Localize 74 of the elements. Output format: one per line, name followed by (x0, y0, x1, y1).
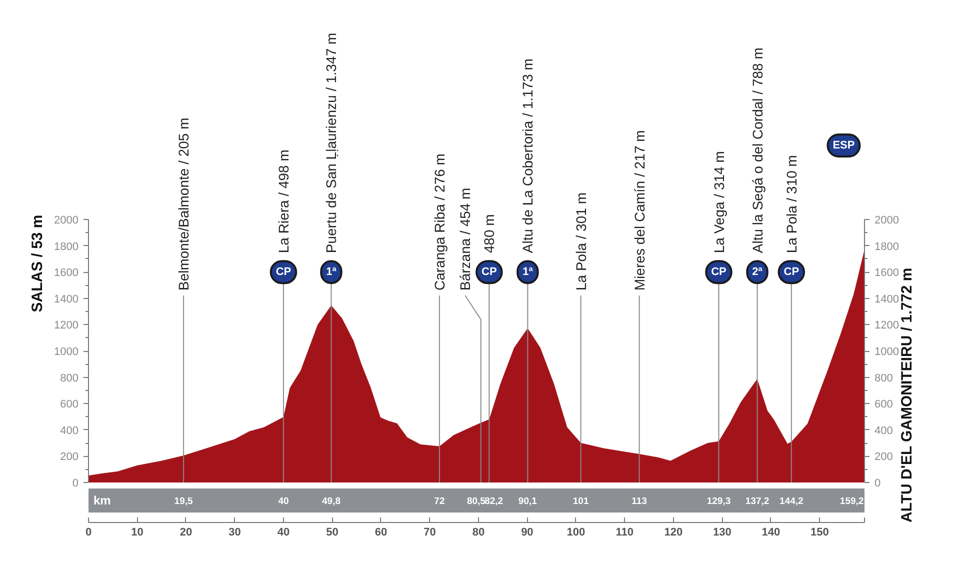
y-tick-label: 1200 (54, 320, 79, 332)
y2-tick-label: 200 (874, 451, 893, 464)
y-tick-label: 1800 (54, 240, 79, 253)
x2-tick-label: 101 (572, 496, 590, 507)
x2-tick-label: 72 (434, 496, 445, 507)
y-tick-label: 800 (60, 372, 79, 384)
x2-tick-label: 129,3 (706, 496, 731, 507)
x-tick-label: 70 (424, 526, 436, 538)
ref-line-label: Mieres del Camín / 217 m (631, 130, 648, 290)
y-tick-label: 2000 (54, 214, 79, 226)
ref-line-label: La Riera / 498 m (275, 150, 292, 254)
x2-tick-label: 159,2 (840, 496, 864, 507)
y2-tick-label: 1600 (874, 267, 899, 280)
x2-tick-label: 80,5 (466, 496, 486, 507)
x2-axis-title: km (94, 494, 111, 508)
ref-line-label: 480 m (481, 214, 498, 254)
x2-tick-label: 40 (278, 496, 289, 507)
x-tick-label: 120 (664, 526, 683, 538)
ref-line-label: La Pola / 301 m (572, 192, 589, 290)
ref-line-label: Caranga Riba / 276 m (431, 154, 448, 290)
annotation: CP (711, 266, 726, 278)
y2-tick-label: 1200 (874, 320, 899, 332)
y-axis-title: SALAS / 53 m (29, 214, 46, 312)
ref-line-label: Altu la Segá o del Cordal / 788 m (749, 48, 766, 254)
ref-line-label: La Vega / 314 m (710, 151, 727, 254)
x-tick-label: 0 (85, 526, 92, 538)
y-tick-label: 400 (60, 424, 79, 437)
y2-tick-label: 1000 (874, 346, 899, 358)
x-tick-label: 150 (810, 526, 829, 538)
text: ESP (832, 140, 855, 152)
y-tick-label: 1400 (54, 293, 79, 306)
x2-tick-label: 82,2 (484, 496, 504, 507)
y-tick-label: 600 (60, 398, 79, 411)
y-tick-label: 1600 (54, 267, 79, 280)
x2-tick-label: 113 (632, 496, 647, 507)
x-tick-label: 60 (374, 526, 388, 538)
annotation: 1ª (522, 266, 534, 278)
x2-tick-label: 19,5 (174, 496, 194, 507)
y2-tick-label: 1400 (874, 293, 899, 306)
x-tick-label: 20 (180, 526, 192, 538)
ref-line-label: Altu de La Cobertoria / 1.173 m (520, 58, 536, 254)
annotation: CP (276, 266, 292, 278)
annotation: 1ª (326, 266, 338, 278)
x-tick-label: 130 (712, 526, 732, 538)
y-tick-label: 0 (72, 478, 79, 490)
annotation: CP (482, 266, 497, 278)
x-tick-label: 50 (326, 526, 338, 538)
y2-tick-label: 600 (874, 398, 893, 411)
x-tick-label: 40 (277, 526, 290, 538)
x-tick-label: 110 (616, 526, 634, 538)
ref-line-label: Belmonte/Balmonte / 205 m (176, 118, 192, 290)
y2-tick-label: 0 (874, 478, 881, 490)
y2-axis-title: ALTU D'EL GAMONITEIRU / 1.772 m (898, 268, 916, 522)
x-tick-label: 100 (566, 526, 586, 538)
x2-tick-label: 137,2 (745, 496, 770, 507)
ref-line-label: La Pola / 310 m (783, 155, 800, 254)
x2-tick-label: 144,2 (780, 496, 804, 507)
ref-line-label: Puertu de San Ḷḷaurienzu / 1.347 m (323, 32, 340, 254)
y2-tick-label: 800 (874, 372, 893, 384)
annotation: CP (784, 266, 800, 278)
x2-tick-label: 49,8 (322, 496, 340, 507)
x-tick-label: 30 (228, 526, 241, 538)
y2-tick-label: 2000 (874, 214, 899, 226)
y2-tick-label: 1800 (874, 240, 899, 253)
x2-tick-label: 90,1 (518, 496, 538, 507)
x-tick-label: 140 (762, 526, 780, 538)
y2-tick-label: 400 (874, 424, 893, 437)
x-tick-label: 80 (472, 526, 485, 538)
annotation: 2ª (752, 266, 764, 278)
y-tick-label: 1000 (54, 346, 79, 358)
x-tick-label: 90 (521, 526, 534, 538)
ref-line-label: Bárzana / 454 m (457, 188, 474, 290)
y-tick-label: 200 (60, 451, 79, 464)
x-tick-label: 10 (131, 526, 144, 538)
